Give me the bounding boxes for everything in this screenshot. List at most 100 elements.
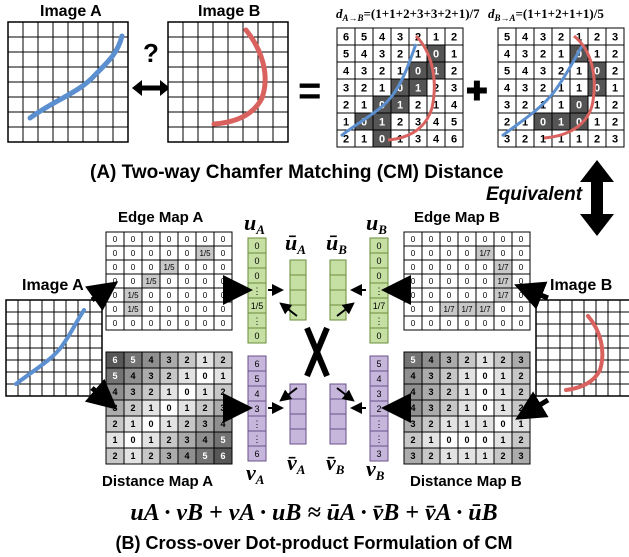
vector-cell-value: ⋮ [253,286,262,296]
grid-cell-value: 3 [184,435,189,445]
grid-cell-value: 2 [558,31,564,43]
grid-cell-value: 1 [540,133,546,145]
grid-cell-value: 1 [148,403,153,413]
grid-cell-value: 0 [482,371,487,381]
double-arrow-top-head-right [160,80,170,96]
grid-cell-value: 0 [411,235,416,244]
grid-cell-value: 1 [415,82,421,94]
grid-cell-value: 0 [464,435,469,445]
grid-cell-value: 0 [482,387,487,397]
grid-cell-value: 1 [397,65,403,77]
grid-cell-value: 2 [433,82,439,94]
vector-cell-value: ⋮ [253,419,262,429]
grid-cell-value: 0 [113,249,118,258]
vector-v-a: 6 5 4 3 ⋮ ⋮ 6 [247,355,267,462]
grid-cell-value: 1 [500,403,505,413]
grid-cell-value: 3 [343,82,349,94]
grid-cell-value: 3 [451,82,457,94]
grid-cell-value: 1 [361,133,367,145]
vector-cell-value: 4 [376,374,381,384]
grid-cell-value: 0 [501,249,506,258]
grid-cell [444,129,464,148]
v-a-label: vA [246,460,265,487]
grid-cell-value: 0 [221,319,226,328]
vector-cell-value: 2 [376,404,381,414]
grid-cell-value: 0 [131,277,136,286]
grid-cell-value: 2 [428,451,433,461]
grid-cell-value: 2 [361,82,367,94]
grid-cell-value: 2 [112,451,117,461]
grid-cell-value: 1 [576,65,582,77]
grid-cell-value: 5 [361,31,367,43]
grid-cell-value: 1 [558,133,564,145]
grid-cell-value: 0 [501,305,506,314]
image-a-top [7,21,129,143]
grid-cell-value: 4 [410,387,415,397]
grid-cell-value: 1 [433,99,439,111]
grid-cell-value: 1 [576,82,582,94]
grid-cell-value: 1 [379,116,385,128]
grid-cell-value: 2 [518,371,523,381]
grid-cell-value: 4 [202,435,207,445]
grid-cell-value: 1 [612,82,618,94]
grid-cell-value: 0 [149,291,154,300]
grid-cell-value: 1 [130,451,135,461]
vector-cell-value: ⋮ [253,316,262,326]
grid-cell-value: 1 [522,116,528,128]
grid-cell-value: 0 [540,116,546,128]
grid-cell-value: 0 [465,235,470,244]
grid-cell-value: 4 [410,371,415,381]
grid-cell-value: 0 [447,277,452,286]
grid-cell-value: 1 [397,99,403,111]
grid-cell-value: 0 [167,235,172,244]
grid-cell-value: 0 [203,305,208,314]
vector-cell-value: 3 [376,449,381,459]
grid-cell-value: 3 [202,419,207,429]
grid-cell-value: 1/5 [127,291,139,300]
grid-cell-value: 2 [612,65,618,77]
grid-cell-value: 1 [112,435,117,445]
grid-cell-value: 0 [447,235,452,244]
grid-cell-value: 2 [397,48,403,60]
vector-cell [289,289,307,306]
vector-cell-value: ⋮ [375,434,384,444]
grid-cell-value: 3 [612,31,618,43]
grid-cell-value: 0 [447,249,452,258]
grid-cell-value: 4 [220,419,225,429]
grid-cell-value: 0 [446,435,451,445]
grid-cell-value: 0 [361,116,367,128]
grid-cell-value: 2 [612,48,618,60]
vector-u-a: 0 0 0 ⋮ 1/5 ⋮ 0 [247,237,267,344]
grid-cell-value: 0 [429,235,434,244]
grid-cell-value: 2 [464,355,469,365]
grid-cell-value: 2 [518,435,523,445]
label-edge-map-b: Edge Map B [414,209,500,226]
vector-vbar-a [289,383,307,445]
grid-cell-value: 1/7 [479,305,491,314]
grid-cell [213,447,233,465]
grid-cell-value: 1/5 [163,263,175,272]
title-b: (B) Cross-over Dot-product Formulation o… [116,533,513,553]
grid-cell-value: 2 [504,116,510,128]
grid-cell-value: 0 [131,249,136,258]
grid-cell-value: 0 [447,291,452,300]
grid-cell-value: 4 [433,116,440,128]
grid-cell-value: 4 [428,355,433,365]
grid-cell-value: 3 [112,403,117,413]
grid-cell-value: 1 [464,387,469,397]
grid-cell-value: 0 [519,319,524,328]
grid-cell-value: 3 [415,116,421,128]
grid-cell-value: 0 [594,65,600,77]
vector-cell-value: ⋮ [375,286,384,296]
grid-cell-value: 2 [166,371,171,381]
vector-cell [289,259,307,276]
grid-cell-value: 0 [149,319,154,328]
grid-cell-value: 0 [185,305,190,314]
vector-cell-value: 0 [254,331,259,341]
grid-cell-value: 1 [202,355,207,365]
grid-cell-value: 0 [483,235,488,244]
grid-cell-value: 0 [519,305,524,314]
grid-cell-value: 2 [518,403,523,413]
grid-cell-value: 2 [184,355,189,365]
grid-cell-value: 0 [447,263,452,272]
